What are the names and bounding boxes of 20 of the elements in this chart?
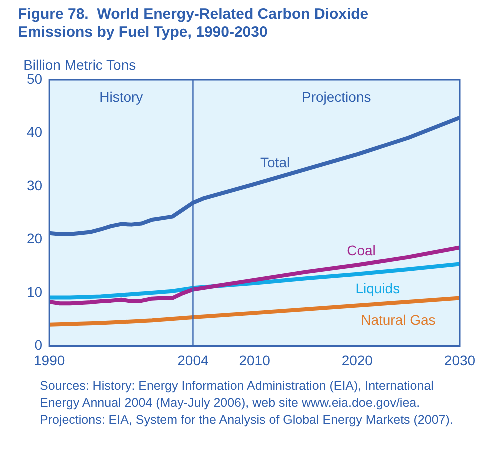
x-tick-label: 2020 bbox=[342, 352, 374, 368]
annotation: Projections bbox=[302, 89, 372, 105]
series-label: Natural Gas bbox=[361, 312, 436, 328]
x-tick-label: 2004 bbox=[178, 352, 209, 368]
annotation: History bbox=[100, 89, 144, 105]
y-tick-label: 0 bbox=[34, 337, 43, 354]
y-axis-title: Billion Metric Tons bbox=[24, 57, 136, 73]
y-tick-label: 50 bbox=[26, 70, 43, 87]
x-tick-label: 1990 bbox=[34, 352, 66, 368]
y-tick-label: 40 bbox=[26, 124, 43, 140]
y-tick-label: 10 bbox=[26, 284, 43, 300]
x-tick-label: 2010 bbox=[239, 352, 271, 368]
series-label: Liquids bbox=[356, 280, 400, 296]
chart-title: Figure 78. World Energy-Related Carbon Dioxide Emissions by Fuel Type, 1990-2030 bbox=[18, 6, 370, 42]
y-tick-label: 30 bbox=[26, 177, 43, 194]
series-label: Total bbox=[260, 154, 290, 170]
x-tick-label: 2030 bbox=[444, 352, 476, 368]
source-note: Sources: History: Energy Information Administration (EIA), International Energy Annual 2004 (May-July 2006), web site www.eia.doe.gov/iea. Projections: EIA, System for the Analysis of Global Energy Markets (2007). bbox=[40, 378, 454, 429]
series-label: Coal bbox=[347, 242, 376, 259]
y-tick-label: 20 bbox=[26, 230, 43, 247]
